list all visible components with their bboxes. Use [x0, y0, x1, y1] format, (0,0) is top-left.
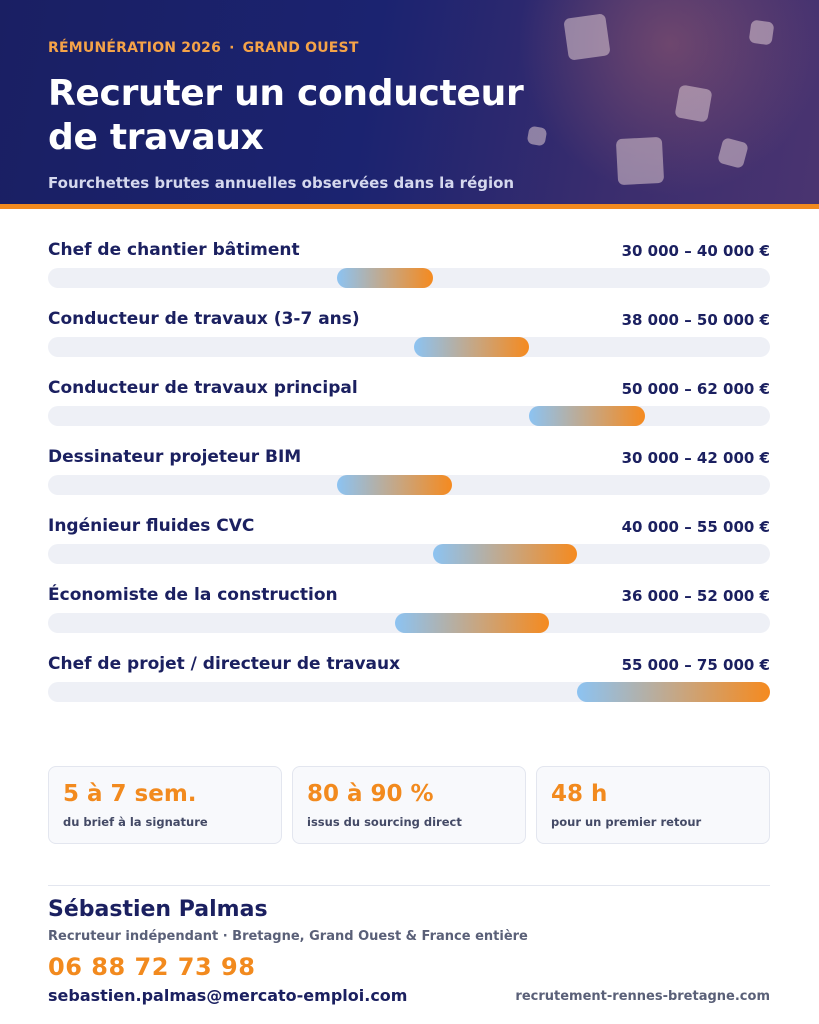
contact-email[interactable]: sebastien.palmas@mercato-emploi.com: [48, 986, 408, 1005]
stat-card: 5 à 7 sem. du brief à la signature: [48, 766, 282, 844]
range-bar: [413, 337, 530, 357]
salary-range-row: Chef de projet / directeur de travaux 55 …: [48, 650, 770, 719]
range-value-label: 38 000 – 50 000 €: [621, 311, 770, 329]
salary-range-row: Conducteur de travaux (3-7 ans) 38 000 – …: [48, 305, 770, 374]
salary-range-row: Conducteur de travaux principal 50 000 – …: [48, 374, 770, 443]
stat-value: 5 à 7 sem.: [63, 781, 197, 807]
range-label: Dessinateur projeteur BIM: [48, 447, 302, 467]
range-label: Économiste de la construction: [48, 585, 338, 605]
contact-role: Recruteur indépendant · Bretagne, Grand …: [48, 929, 528, 944]
decorative-square: [563, 13, 611, 61]
range-label: Conducteur de travaux (3-7 ans): [48, 309, 360, 329]
range-bar: [336, 475, 453, 495]
header-banner: RÉMUNÉRATION 2026 · GRAND OUEST Recruter u…: [0, 0, 819, 204]
stat-card: 80 à 90 % issus du sourcing direct: [292, 766, 526, 844]
range-bar: [577, 682, 770, 702]
contact-phone[interactable]: 06 88 72 73 98: [48, 953, 256, 981]
range-label: Chef de chantier bâtiment: [48, 240, 300, 260]
range-label: Ingénieur fluides CVC: [48, 516, 255, 536]
range-track: [48, 268, 770, 288]
salary-range-row: Chef de chantier bâtiment 30 000 – 40 000…: [48, 236, 770, 305]
eyebrow: RÉMUNÉRATION 2026 · GRAND OUEST: [48, 40, 359, 56]
range-value-label: 30 000 – 42 000 €: [621, 449, 770, 467]
decorative-square: [748, 19, 775, 46]
stat-card: 48 h pour un premier retour: [536, 766, 770, 844]
contact-website[interactable]: recrutement-rennes-bretagne.com: [515, 989, 770, 1004]
range-track: [48, 406, 770, 426]
stat-caption: issus du sourcing direct: [307, 815, 462, 829]
page-title: Recruter un conducteur de travaux: [48, 73, 524, 158]
decorative-square: [615, 136, 665, 186]
salary-range-row: Ingénieur fluides CVC 40 000 – 55 000 €: [48, 512, 770, 581]
range-value-label: 55 000 – 75 000 €: [621, 656, 770, 674]
range-bar: [394, 613, 549, 633]
contact-name: Sébastien Palmas: [48, 897, 268, 922]
range-track: [48, 613, 770, 633]
decorative-square: [674, 84, 713, 123]
salary-range-row: Économiste de la construction 36 000 – 52…: [48, 581, 770, 650]
range-bar: [433, 544, 578, 564]
range-label: Chef de projet / directeur de travaux: [48, 654, 401, 674]
eyebrow-separator: ·: [229, 40, 235, 56]
stat-caption: du brief à la signature: [63, 815, 208, 829]
range-value-label: 40 000 – 55 000 €: [621, 518, 770, 536]
header-accent-stripe: [0, 204, 819, 209]
divider: [48, 885, 770, 886]
salary-range-list: Chef de chantier bâtiment 30 000 – 40 000…: [48, 236, 770, 719]
eyebrow-left: RÉMUNÉRATION 2026: [48, 40, 222, 56]
stats-row: 5 à 7 sem. du brief à la signature 80 à 90…: [48, 766, 770, 844]
stat-caption: pour un premier retour: [551, 815, 702, 829]
range-track: [48, 475, 770, 495]
range-track: [48, 337, 770, 357]
range-track: [48, 544, 770, 564]
stat-value: 48 h: [551, 781, 608, 807]
range-bar: [336, 268, 434, 288]
range-value-label: 36 000 – 52 000 €: [621, 587, 770, 605]
eyebrow-right: GRAND OUEST: [242, 40, 359, 56]
range-label: Conducteur de travaux principal: [48, 378, 358, 398]
range-value-label: 50 000 – 62 000 €: [621, 380, 770, 398]
range-track: [48, 682, 770, 702]
page-subtitle: Fourchettes brutes annuelles observées d…: [48, 174, 515, 192]
salary-range-row: Dessinateur projeteur BIM 30 000 – 42 000…: [48, 443, 770, 512]
stat-value: 80 à 90 %: [307, 781, 434, 807]
range-value-label: 30 000 – 40 000 €: [621, 242, 770, 260]
range-bar: [529, 406, 645, 426]
